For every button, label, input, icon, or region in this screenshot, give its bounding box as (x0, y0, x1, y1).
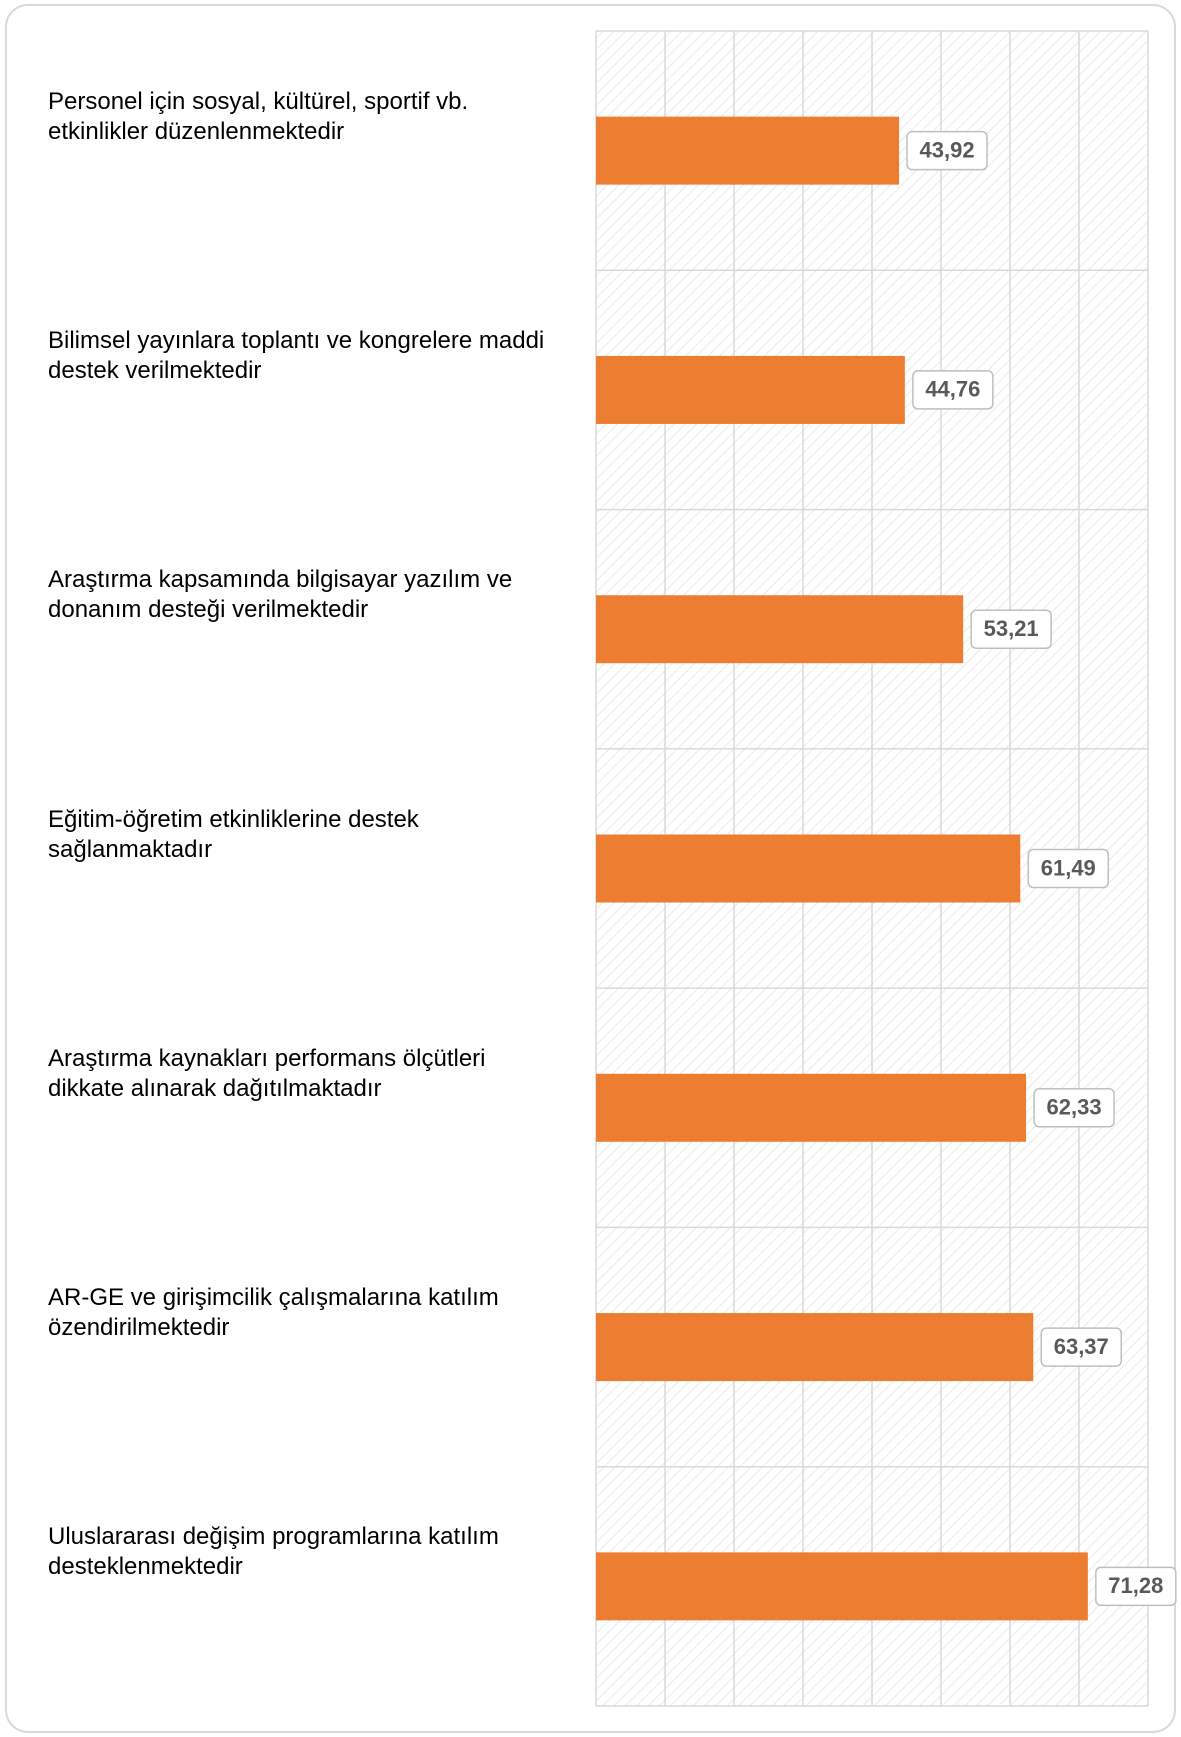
bar (596, 1313, 1034, 1382)
value-label-box (1095, 1566, 1177, 1607)
value-label: 43,92 (920, 137, 975, 162)
category-label: Araştırma kaynakları performans ölçütler… (48, 1044, 486, 1102)
bar (596, 1552, 1088, 1621)
value-label: 61,49 (1041, 855, 1096, 880)
category-label: Uluslararası değişim programlarına katıl… (48, 1523, 499, 1581)
value-label: 44,76 (925, 377, 980, 402)
bar (596, 595, 964, 664)
bar (596, 355, 905, 424)
category-label: Araştırma kapsamında bilgisayar yazılım … (48, 566, 513, 624)
category-label: Eğitim-öğretim etkinliklerine destek sağ… (48, 805, 419, 863)
value-label: 53,21 (984, 616, 1039, 641)
value-label-box (906, 130, 988, 171)
bar (596, 1073, 1027, 1142)
value-label-box (1040, 1327, 1123, 1367)
value-label: 62,33 (1047, 1095, 1102, 1120)
bar (596, 834, 1021, 903)
value-label-box (912, 370, 994, 410)
value-label-box (970, 609, 1052, 649)
bar (596, 116, 900, 185)
category-label: Bilimsel yayınlara toplantı ve kongreler… (48, 326, 545, 384)
value-label-box (1027, 848, 1110, 889)
value-label-box (1033, 1088, 1115, 1128)
category-label: Personel için sosyal, kültürel, sportif … (48, 87, 469, 145)
value-label: 71,28 (1108, 1573, 1163, 1598)
category-label: AR-GE ve girişimcilik çalışmalarına katı… (48, 1284, 499, 1342)
value-label: 63,37 (1054, 1334, 1109, 1359)
